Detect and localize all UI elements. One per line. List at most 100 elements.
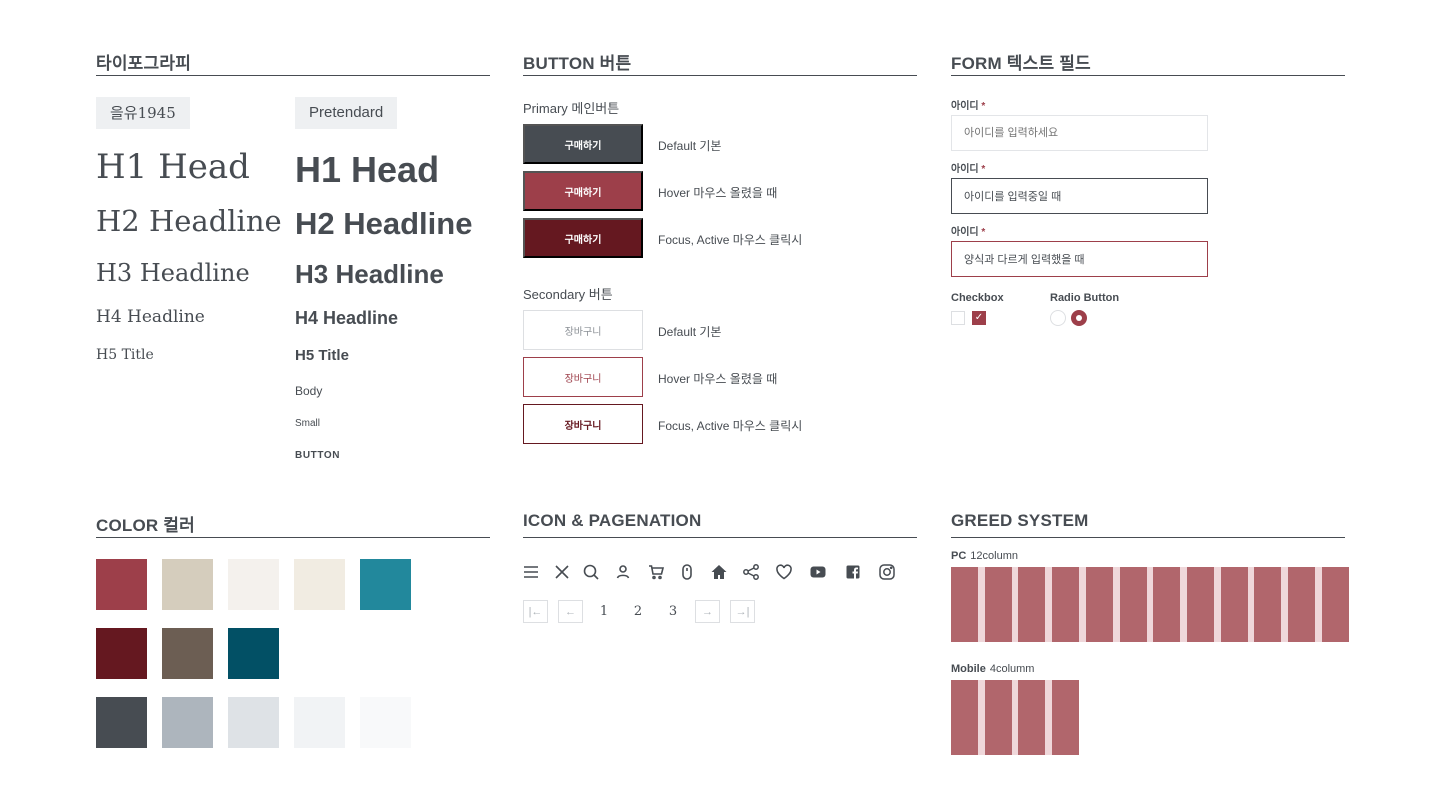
instagram-icon[interactable] bbox=[878, 563, 896, 581]
radio-unselected[interactable] bbox=[1050, 310, 1066, 326]
color-swatch bbox=[96, 559, 147, 610]
page-number[interactable]: 2 bbox=[633, 604, 643, 619]
secondary-focus-button[interactable]: 장바구니 bbox=[523, 404, 643, 444]
id-input-active[interactable] bbox=[951, 178, 1208, 214]
id-field-label: 아이디 * bbox=[951, 160, 985, 175]
prev-page-button[interactable]: ← bbox=[558, 600, 583, 623]
section-title: BUTTON 버튼 bbox=[523, 54, 632, 73]
required-mark: * bbox=[981, 101, 986, 112]
secondary-group-label: Secondary 버튼 bbox=[523, 287, 613, 302]
sans-h2-sample: H2 Headline bbox=[295, 206, 473, 241]
first-page-button[interactable]: |← bbox=[523, 600, 548, 623]
grid-column bbox=[1186, 567, 1214, 642]
page-number[interactable]: 3 bbox=[668, 604, 678, 619]
section-divider bbox=[951, 537, 1345, 538]
grid-column bbox=[1052, 567, 1080, 642]
form-section: FORM 텍스트 필드 아이디 * 아이디 * 아이디 * Checkbox ✓… bbox=[951, 49, 1345, 339]
id-field-label: 아이디 * bbox=[951, 97, 985, 112]
grid-label-desc: 12column bbox=[970, 550, 1018, 562]
grid-column bbox=[1119, 567, 1147, 642]
sans-h3-sample: H3 Headline bbox=[295, 259, 444, 289]
menu-icon[interactable] bbox=[522, 563, 540, 581]
required-mark: * bbox=[981, 227, 986, 238]
color-swatch bbox=[96, 628, 147, 679]
section-divider bbox=[96, 75, 490, 76]
pc-grid-preview bbox=[951, 567, 1349, 642]
section-divider bbox=[951, 75, 1345, 76]
grid-column bbox=[1153, 567, 1181, 642]
search-icon[interactable] bbox=[582, 563, 600, 581]
color-swatch bbox=[360, 697, 411, 748]
state-focus-desc: Focus, Active 마우스 클릭시 bbox=[658, 233, 803, 247]
serif-font-tag: 을유1945 bbox=[96, 97, 190, 129]
id-input-default[interactable] bbox=[951, 115, 1208, 151]
secondary-default-button[interactable]: 장바구니 bbox=[523, 310, 643, 350]
share-icon[interactable] bbox=[742, 563, 760, 581]
icon-section: ICON & PAGENATION |← ← 1 2 3 → →| bbox=[523, 511, 917, 631]
sans-h5-sample: H5 Title bbox=[295, 347, 349, 364]
grid-label-title: Mobile bbox=[951, 663, 986, 675]
facebook-icon[interactable] bbox=[844, 563, 862, 581]
cart-icon[interactable] bbox=[647, 563, 665, 581]
grid-column bbox=[1018, 567, 1046, 642]
grid-label-desc: 4columm bbox=[989, 663, 1035, 675]
body-sample: Body bbox=[295, 384, 323, 398]
grid-column bbox=[1288, 567, 1315, 642]
serif-h1-sample: H1 Head bbox=[96, 147, 250, 187]
mouse-icon[interactable] bbox=[678, 563, 696, 581]
next-page-button[interactable]: → bbox=[695, 600, 720, 623]
home-icon[interactable] bbox=[710, 563, 728, 581]
checkbox-unchecked[interactable] bbox=[951, 311, 965, 325]
grid-column bbox=[1052, 680, 1080, 755]
grid-column bbox=[1220, 567, 1248, 642]
section-title: 타이포그라피 bbox=[96, 54, 192, 73]
button-section: BUTTON 버튼 Primary 메인버튼 구매하기 Default 기본 구… bbox=[523, 49, 917, 449]
label-text: 아이디 bbox=[951, 101, 979, 112]
primary-focus-button[interactable]: 구매하기 bbox=[523, 218, 643, 258]
color-swatch bbox=[294, 559, 345, 610]
secondary-hover-button[interactable]: 장바구니 bbox=[523, 357, 643, 397]
close-icon[interactable] bbox=[553, 563, 571, 581]
heart-icon[interactable] bbox=[775, 563, 793, 581]
color-swatch bbox=[228, 559, 279, 610]
grid-column bbox=[1018, 680, 1046, 755]
primary-default-button[interactable]: 구매하기 bbox=[523, 124, 643, 164]
grid-column bbox=[951, 680, 978, 755]
page-number[interactable]: 1 bbox=[599, 604, 609, 619]
sans-h4-sample: H4 Headline bbox=[295, 308, 399, 328]
primary-group-label: Primary 메인버튼 bbox=[523, 101, 620, 116]
section-title: ICON & PAGENATION bbox=[523, 511, 702, 530]
state-focus-desc: Focus, Active 마우스 클릭시 bbox=[658, 419, 803, 433]
label-text: 아이디 bbox=[951, 227, 979, 238]
color-swatch bbox=[228, 697, 279, 748]
serif-h2-sample: H2 Headline bbox=[96, 204, 282, 238]
color-swatch bbox=[162, 628, 213, 679]
state-hover-desc: Hover 마우스 올렸을 때 bbox=[658, 372, 778, 386]
grid-column bbox=[1254, 567, 1282, 642]
radio-selected[interactable] bbox=[1071, 310, 1087, 326]
color-swatch bbox=[294, 697, 345, 748]
state-hover-desc: Hover 마우스 올렸을 때 bbox=[658, 186, 778, 200]
radio-group-label: Radio Button bbox=[1050, 292, 1120, 304]
sans-font-tag: Pretendard bbox=[295, 97, 398, 129]
color-swatch bbox=[96, 697, 147, 748]
youtube-icon[interactable] bbox=[809, 563, 827, 581]
user-icon[interactable] bbox=[614, 563, 632, 581]
checkbox-checked[interactable]: ✓ bbox=[972, 311, 986, 325]
pc-grid-label: PC 12column bbox=[951, 550, 1018, 562]
id-input-error[interactable] bbox=[951, 241, 1208, 277]
primary-hover-button[interactable]: 구매하기 bbox=[523, 171, 643, 211]
color-swatch bbox=[162, 559, 213, 610]
section-divider bbox=[96, 537, 490, 538]
section-title: FORM 텍스트 필드 bbox=[951, 54, 1091, 73]
button-text-sample: BUTTON bbox=[295, 450, 341, 461]
color-section: COLOR 컬러 bbox=[96, 511, 490, 751]
id-field-label: 아이디 * bbox=[951, 223, 985, 238]
grid-label-title: PC bbox=[951, 550, 967, 562]
grid-column bbox=[951, 567, 978, 642]
sans-h1-sample: H1 Head bbox=[295, 149, 440, 190]
last-page-button[interactable]: →| bbox=[730, 600, 755, 623]
small-sample: Small bbox=[295, 418, 321, 429]
grid-section: GREED SYSTEM PC 12column Mobile 4columm bbox=[951, 511, 1349, 761]
grid-column bbox=[1321, 567, 1349, 642]
